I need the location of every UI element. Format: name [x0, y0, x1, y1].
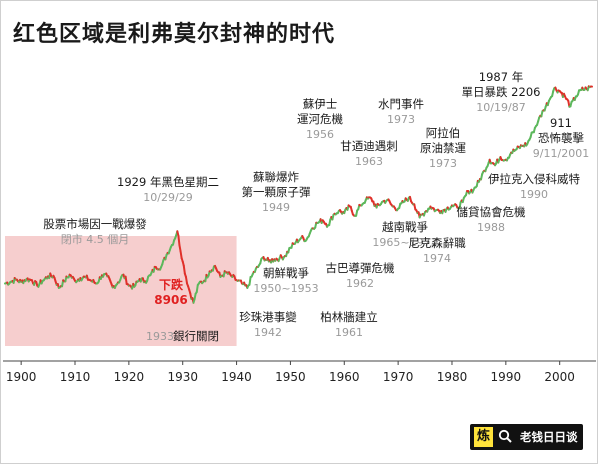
x-axis: 1900 1910 1920 1930 1940 1950 1960 1970 1980 1990…: [3, 360, 596, 384]
x-tick-label: 1990: [491, 370, 522, 384]
brand-name: 老钱日日谈: [520, 430, 578, 444]
annotation-sub: 閉市 4.5 個月: [61, 232, 130, 246]
annotation-sub: 10/19/87: [476, 101, 525, 114]
x-tick-label: 1900: [6, 370, 37, 384]
annotation-sub: 1961: [335, 326, 363, 339]
annotation-label: 單日暴跌 2206: [462, 85, 541, 99]
annotation-sub: 1973: [387, 113, 415, 126]
annotation-label: 越南戰爭: [382, 220, 428, 234]
annotation-label: 第一顆原子彈: [242, 185, 311, 199]
annotation-sub: 1963: [355, 155, 383, 168]
annotation-label: 1987 年: [479, 70, 523, 84]
x-tick-label: 1970: [383, 370, 414, 384]
annotation-sub: 1965~1973: [372, 236, 437, 249]
x-tick-label: 1980: [437, 370, 468, 384]
x-tick-label: 1950: [275, 370, 306, 384]
annotation-label: 銀行關閉: [173, 329, 219, 343]
page-title: 红色区域是利弗莫尔封神的时代: [13, 22, 336, 47]
annotation-label: 1929 年黑色星期二: [117, 175, 219, 189]
x-tick-label: 1920: [114, 370, 145, 384]
annotation-sub: 1973: [429, 157, 457, 170]
line-segment: [195, 283, 199, 294]
annotation-label: 股票市場因一戰爆發: [43, 217, 147, 231]
livermore-era-shaded-region: [5, 236, 237, 346]
annotation-label: 甘迺迪遇刺: [340, 139, 398, 153]
annotation-sub: 1988: [477, 221, 505, 234]
annotation-sub: 9/11/2001: [533, 147, 589, 160]
line-segment: [248, 276, 252, 286]
search-icon: [498, 429, 512, 443]
line-segment: [179, 250, 183, 260]
annotation-label: 運河危機: [297, 112, 343, 126]
annotation-sub: 1990: [520, 188, 548, 201]
annotation-label: 古巴導彈危機: [326, 261, 395, 275]
annotation-label: 伊拉克入侵科威特: [488, 172, 580, 186]
annotation-sub: 1962: [346, 277, 374, 290]
annotation-sub: 1949: [262, 201, 290, 214]
index-line-series: [4, 85, 593, 304]
annotation-sub: 1950~1953: [253, 282, 318, 295]
annotation-label: 911: [550, 116, 572, 130]
annotation-sub: 1942: [254, 326, 282, 339]
annotation-label: 儲貸協會危機: [457, 205, 526, 219]
annotation-label: 尼克森辭職: [408, 236, 466, 250]
x-tick-label: 1930: [167, 370, 198, 384]
line-segment: [184, 275, 189, 285]
annotation-label: 珍珠港事變: [239, 310, 297, 324]
x-tick-label: 1910: [60, 370, 91, 384]
line-segment: [182, 264, 186, 275]
line-segment: [177, 234, 181, 247]
x-tick-label: 2000: [544, 370, 575, 384]
annotation-sub: 1933: [146, 330, 174, 343]
line-segment: [124, 275, 128, 286]
annotation-label: 下跌: [159, 277, 184, 292]
annotation-label: 阿拉伯: [426, 126, 461, 140]
annotation-sub: 1956: [306, 128, 334, 141]
annotation-sub: 8906: [154, 293, 187, 307]
annotation-label: 朝鮮戰爭: [263, 266, 309, 280]
annotation-label: 蘇聯爆炸: [253, 170, 299, 184]
annotation-label: 蘇伊士: [303, 97, 338, 111]
annotation-sub: 1974: [423, 252, 451, 265]
brand-logo-icon: 炼: [474, 427, 493, 447]
annotation-label: 水門事件: [378, 97, 424, 111]
annotation-sub: 10/29/29: [143, 191, 192, 204]
annotation-label: 原油禁運: [420, 141, 466, 155]
brand-watermark: 炼 老钱日日谈: [470, 424, 583, 450]
annotation-label: 恐怖襲擊: [538, 131, 584, 145]
x-tick-label: 1960: [329, 370, 360, 384]
annotation-label: 柏林牆建立: [320, 310, 378, 324]
x-tick-label: 1940: [221, 370, 252, 384]
